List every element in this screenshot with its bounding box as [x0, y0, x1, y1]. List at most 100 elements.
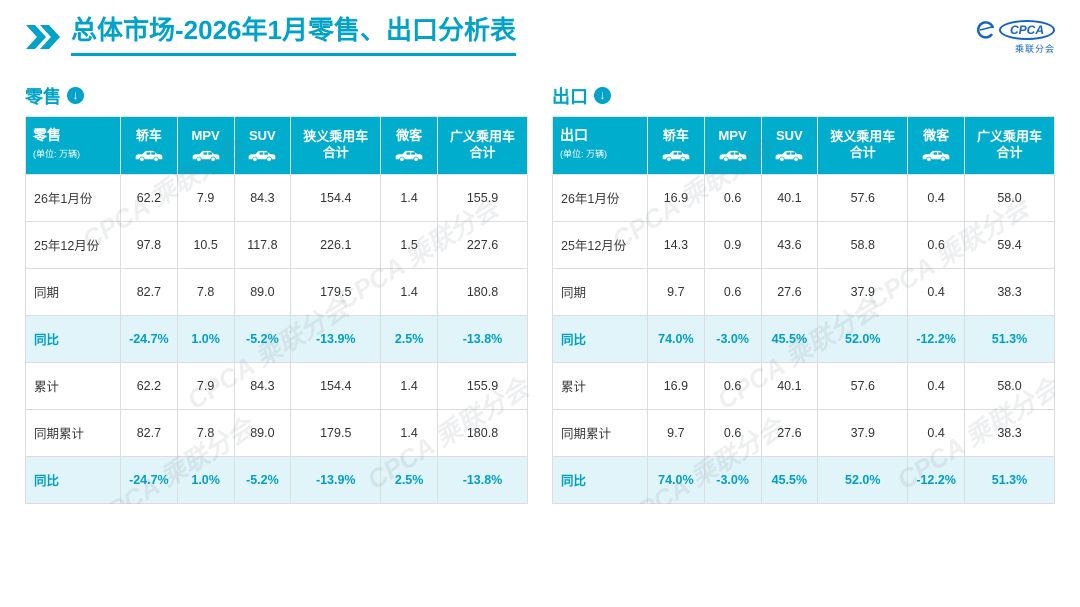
- row-label-cell: 同比: [552, 314, 648, 363]
- value-cell: 0.4: [907, 408, 965, 457]
- value-cell: 0.4: [907, 173, 965, 222]
- retail-section-title: 零售: [25, 86, 61, 107]
- retail-table: 零售 (单位: 万辆) 轿车 MPV SUV 狭义乘用车 合计 微客 广义乘用车 合计 26年1月份…: [25, 115, 528, 504]
- value-cell: -12.2%: [907, 314, 965, 363]
- value-cell: 0.4: [907, 361, 965, 410]
- retail-section-label: 零售 ↓: [25, 84, 528, 108]
- page-title: 总体市场-2026年1月零售、出口分析表: [71, 15, 516, 56]
- export-section-title: 出口: [552, 86, 588, 107]
- corner-unit: (单位: 万辆): [33, 148, 80, 159]
- value-cell: 59.4: [964, 220, 1055, 269]
- corner-unit: (单位: 万辆): [560, 148, 607, 159]
- table-row: 同比 -24.7% 1.0% -5.2% -13.9% 2.5% -13.8%: [25, 455, 528, 504]
- value-cell: 37.9: [817, 408, 909, 457]
- car-icon: [395, 150, 423, 162]
- value-cell: 1.4: [380, 408, 438, 457]
- column-label: 广义乘用车: [449, 129, 515, 145]
- column-label: 微客: [396, 128, 423, 144]
- table-row: 同比 74.0% -3.0% 45.5% 52.0% -12.2% 51.3%: [552, 314, 1055, 363]
- value-cell: 51.3%: [964, 314, 1055, 363]
- value-cell: -13.9%: [290, 455, 382, 504]
- row-label-cell: 同比: [552, 455, 648, 504]
- column-label: 微客: [923, 128, 950, 144]
- column-label: 合计: [996, 145, 1023, 161]
- title-row: 总体市场-2026年1月零售、出口分析表: [25, 15, 516, 56]
- table-row: 26年1月份 16.9 0.6 40.1 57.6 0.4 58.0: [552, 173, 1055, 222]
- value-cell: 1.0%: [176, 455, 235, 504]
- value-cell: 2.5%: [380, 455, 438, 504]
- value-cell: 58.0: [964, 361, 1055, 410]
- row-label-cell: 同比: [25, 314, 121, 363]
- car-icon: [192, 150, 219, 162]
- column-header: 轿车: [647, 115, 705, 175]
- value-cell: 1.4: [380, 173, 438, 222]
- column-label: 合计: [322, 145, 349, 161]
- column-label: MPV: [191, 128, 220, 144]
- table-row: 同期 9.7 0.6 27.6 37.9 0.4 38.3: [552, 267, 1055, 316]
- value-cell: 154.4: [290, 361, 382, 410]
- value-cell: 62.2: [120, 361, 178, 410]
- value-cell: 38.3: [964, 267, 1055, 316]
- cpca-logo-brand: CPCA: [998, 20, 1055, 40]
- table-row: 同期累计 82.7 7.8 89.0 179.5 1.4 180.8: [25, 408, 528, 457]
- retail-table-block: 零售 ↓ 零售 (单位: 万辆) 轿车 MPV SUV 狭义乘用车 合计 微客 广义乘用车 合计 2…: [25, 84, 528, 504]
- value-cell: 7.9: [176, 361, 235, 410]
- value-cell: 226.1: [290, 220, 382, 269]
- value-cell: 14.3: [647, 220, 705, 269]
- table-row: 25年12月份 14.3 0.9 43.6 58.8 0.6 59.4: [552, 220, 1055, 269]
- column-label: MPV: [718, 128, 747, 144]
- row-label-cell: 25年12月份: [552, 220, 648, 269]
- column-header: 微客: [380, 115, 438, 175]
- column-label: 狭义乘用车: [303, 129, 369, 145]
- row-label-cell: 同比: [25, 455, 121, 504]
- table-row: 累计 62.2 7.9 84.3 154.4 1.4 155.9: [25, 361, 528, 410]
- row-label-cell: 25年12月份: [25, 220, 121, 269]
- column-header: 狭义乘用车 合计: [290, 115, 382, 175]
- value-cell: 180.8: [437, 408, 528, 457]
- value-cell: 89.0: [233, 408, 292, 457]
- value-cell: 57.6: [817, 361, 909, 410]
- value-cell: 37.9: [817, 267, 909, 316]
- value-cell: 155.9: [437, 173, 528, 222]
- row-label-cell: 累计: [552, 361, 648, 410]
- car-icon: [662, 150, 690, 162]
- value-cell: 52.0%: [817, 455, 909, 504]
- tables-area: 零售 ↓ 零售 (单位: 万辆) 轿车 MPV SUV 狭义乘用车 合计 微客 广义乘用车 合计 2…: [25, 84, 1055, 504]
- column-header: 微客: [907, 115, 965, 175]
- column-header: 广义乘用车 合计: [437, 115, 528, 175]
- column-header: SUV: [760, 115, 819, 175]
- value-cell: -13.8%: [437, 455, 528, 504]
- row-label-cell: 26年1月份: [552, 173, 648, 222]
- row-label-cell: 同期累计: [25, 408, 121, 457]
- down-arrow-icon: ↓: [67, 87, 84, 105]
- value-cell: 45.5%: [760, 314, 819, 363]
- value-cell: 2.5%: [380, 314, 438, 363]
- double-chevron-icon: [26, 24, 60, 49]
- row-label-cell: 同期: [552, 267, 648, 316]
- value-cell: 58.0: [964, 173, 1055, 222]
- value-cell: 1.4: [380, 267, 438, 316]
- value-cell: 180.8: [437, 267, 528, 316]
- column-header: 广义乘用车 合计: [964, 115, 1055, 175]
- value-cell: 57.6: [817, 173, 909, 222]
- table-row: 25年12月份 97.8 10.5 117.8 226.1 1.5 227.6: [25, 220, 528, 269]
- value-cell: -12.2%: [907, 455, 965, 504]
- value-cell: 52.0%: [817, 314, 909, 363]
- value-cell: 7.8: [176, 267, 235, 316]
- cpca-logo: CPCA 乘联分会: [976, 20, 1055, 55]
- column-label: 轿车: [135, 128, 162, 144]
- column-label: 广义乘用车: [976, 129, 1042, 145]
- car-icon: [719, 150, 746, 162]
- export-section-label: 出口 ↓: [552, 84, 1055, 108]
- car-icon: [249, 150, 276, 162]
- cpca-logo-icon: [977, 21, 995, 39]
- value-cell: 43.6: [760, 220, 819, 269]
- table-corner-header: 零售 (单位: 万辆): [25, 115, 121, 175]
- value-cell: 117.8: [233, 220, 292, 269]
- value-cell: 58.8: [817, 220, 909, 269]
- car-icon: [135, 150, 163, 162]
- column-label: 轿车: [662, 128, 689, 144]
- car-icon: [922, 150, 950, 162]
- value-cell: 0.6: [703, 408, 762, 457]
